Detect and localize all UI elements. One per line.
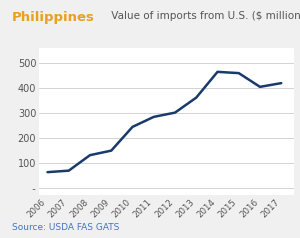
Text: Value of imports from U.S. ($ million): Value of imports from U.S. ($ million) (108, 11, 300, 21)
Text: Source: USDA FAS GATS: Source: USDA FAS GATS (12, 223, 119, 232)
Text: Philippines: Philippines (12, 11, 95, 24)
